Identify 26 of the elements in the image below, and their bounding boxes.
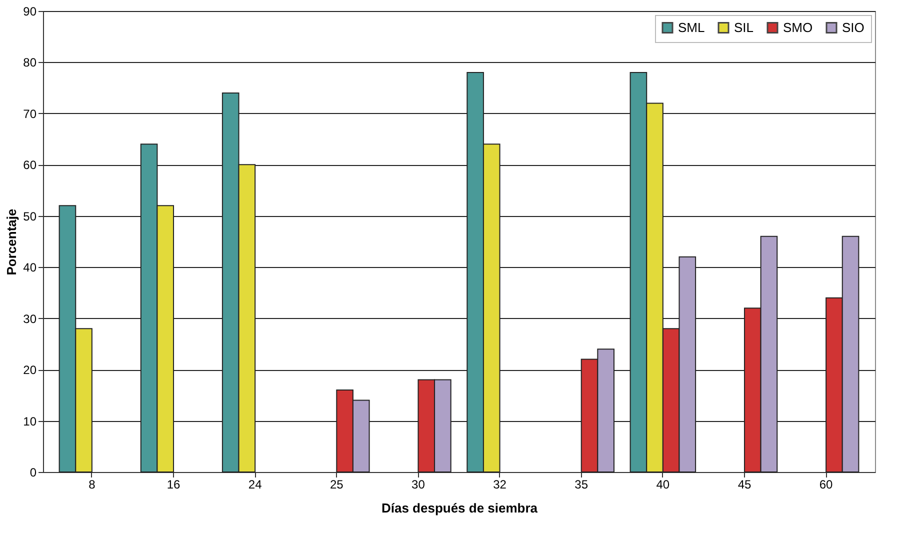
y-tick-label: 80: [23, 56, 37, 70]
y-tick-label: 20: [23, 363, 37, 378]
x-tick-label: 45: [738, 478, 752, 492]
x-tick-label: 32: [493, 478, 507, 492]
x-tick-label: 35: [574, 478, 588, 492]
y-tick-label: 90: [23, 4, 37, 18]
x-tick-label: 8: [88, 478, 96, 492]
y-tick-label: 10: [23, 414, 37, 428]
x-tick-label: 24: [248, 478, 262, 492]
legend-label: SIO: [842, 20, 864, 35]
legend-label: SMO: [783, 20, 813, 35]
x-axis-title: Días después de siembra: [381, 500, 538, 516]
x-tick-label: 16: [166, 478, 181, 492]
legend-label: SIL: [734, 20, 754, 35]
x-tick-label: 60: [819, 478, 834, 492]
y-tick-label: 0: [30, 466, 37, 480]
y-tick-label: 60: [23, 158, 37, 172]
y-axis-title: Porcentaje: [4, 208, 20, 276]
x-tick-label: 25: [330, 478, 344, 492]
y-tick-label: 70: [23, 106, 37, 121]
x-tick-label: 30: [412, 478, 426, 492]
y-tick-label: 30: [23, 312, 37, 326]
y-tick-label: 40: [23, 260, 37, 275]
legend-label: SML: [678, 20, 705, 35]
y-tick-label: 50: [23, 209, 37, 224]
x-tick-label: 40: [656, 478, 670, 492]
